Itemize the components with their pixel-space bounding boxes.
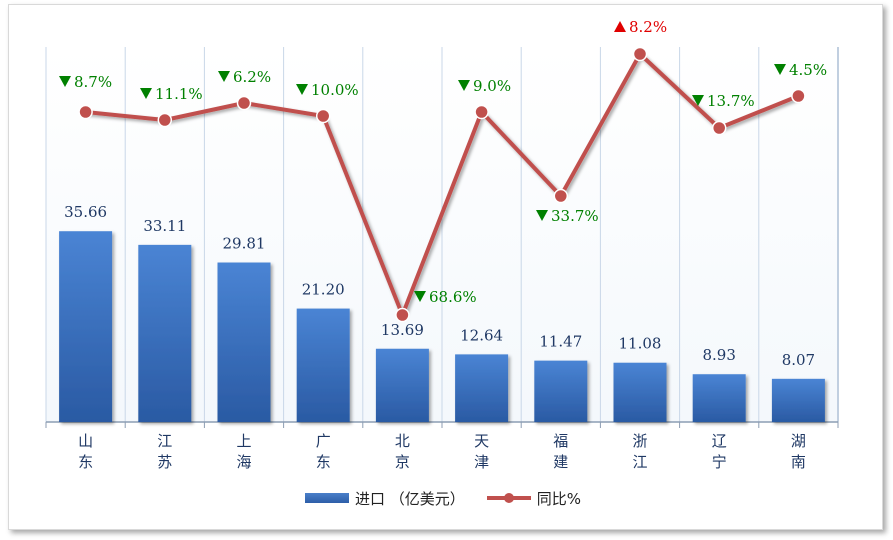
x-tick-label: 山 [78,432,93,450]
down-arrow-icon [458,80,470,91]
pct-label: 8.7% [74,73,112,91]
x-tick-label: 辽 [712,432,727,450]
line-point [553,188,569,204]
x-tick-label: 浙 [632,432,647,450]
line-point [236,95,252,111]
down-arrow-icon [536,210,548,221]
bar-value-label: 8.07 [782,351,815,369]
down-arrow-icon [774,64,786,75]
down-arrow-icon [59,76,71,87]
x-tick-label: 上 [236,432,251,450]
legend-line-swatch [486,493,531,503]
line-point [78,104,93,120]
x-tick-label: 京 [395,453,410,471]
pct-label: 68.6% [429,288,477,306]
x-tick-label: 东 [78,453,93,471]
x-tick-label: 海 [236,453,251,471]
x-tick-label: 江 [632,453,647,471]
x-tick-label: 湖 [791,432,806,450]
pct-label: 13.7% [707,92,755,110]
legend-line-label: 同比% [536,489,582,508]
bar-value-label: 13.69 [381,321,424,339]
x-tick-label: 宁 [712,453,727,471]
line-series [85,52,800,317]
bar [375,348,429,422]
x-tick-label: 南 [791,453,806,471]
line-point [474,104,489,120]
bar [613,362,667,422]
down-arrow-icon [296,84,308,95]
x-tick-label: 天 [474,432,489,450]
bar-value-label: 21.20 [302,281,345,299]
pct-label: 6.2% [233,68,271,86]
legend-bar-label: 进口 （亿美元） [355,489,465,508]
down-arrow-icon [218,71,230,82]
bar-value-label: 35.66 [64,203,107,221]
line-point [632,46,648,62]
up-arrow-icon [614,21,626,32]
bar [138,244,192,422]
x-tick-label: 北 [395,432,410,450]
pct-label: 10.0% [311,81,359,99]
x-tick-label: 建 [553,453,568,471]
bar-value-label: 12.64 [460,326,503,344]
bar-value-label: 11.47 [539,333,582,351]
x-tick-label: 苏 [157,453,172,471]
bar [692,374,746,422]
line-point [157,112,173,128]
legend-bar-swatch [305,493,349,503]
bar [455,354,509,422]
x-tick-label: 江 [157,432,172,450]
line-point [791,88,806,104]
bar [59,231,113,422]
line-point [315,108,331,124]
x-tick-label: 津 [474,453,489,471]
bar-value-label: 11.08 [619,335,662,353]
x-tick-label: 广 [316,432,331,450]
x-tick-label: 福 [553,432,568,450]
pct-label: 33.7% [551,207,599,225]
bar [534,360,588,422]
bar [217,262,271,422]
bar [296,308,350,422]
legend: 进口 （亿美元） 同比% [305,488,581,508]
down-arrow-icon [414,291,426,302]
down-arrow-icon [692,95,704,106]
x-tick-label: 东 [316,453,331,471]
bar-value-label: 8.93 [702,346,735,364]
pct-label: 8.2% [629,18,667,36]
bar-value-label: 33.11 [143,217,186,235]
line-point [395,307,410,323]
down-arrow-icon [140,88,152,99]
pct-label: 9.0% [473,77,511,95]
bar [771,378,825,422]
bar-value-label: 29.81 [223,235,266,253]
pct-label: 4.5% [789,61,827,79]
line-point [711,120,727,136]
pct-label: 11.1% [155,85,203,103]
